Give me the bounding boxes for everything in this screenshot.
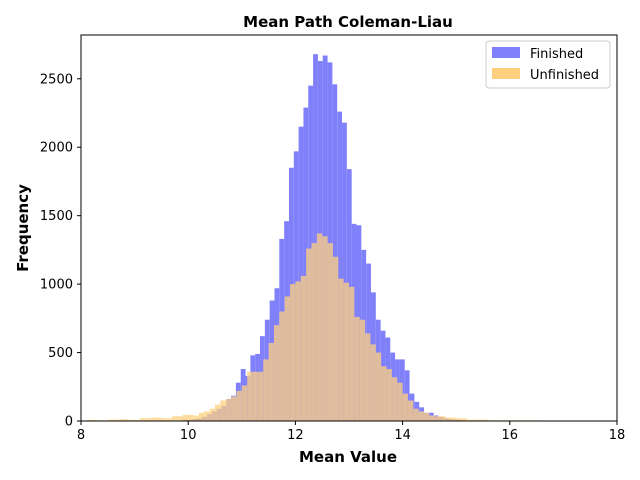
histogram-bar xyxy=(402,393,408,421)
chart-title: Mean Path Coleman-Liau xyxy=(243,13,453,31)
histogram-bar xyxy=(231,396,237,421)
legend-label-unfinished: Unfinished xyxy=(530,68,599,83)
histogram-bar xyxy=(209,408,215,421)
histogram-bar xyxy=(332,84,338,421)
histogram-bar xyxy=(327,243,333,421)
histogram-bar xyxy=(161,418,173,421)
y-tick-label: 1000 xyxy=(40,278,73,293)
y-tick-label: 0 xyxy=(65,415,73,430)
y-axis-title: Frequency xyxy=(14,184,32,272)
histogram-bar xyxy=(279,311,285,421)
histogram-bar xyxy=(429,415,435,421)
histogram-bar xyxy=(313,54,318,421)
plot-area xyxy=(86,54,591,422)
x-tick-label: 14 xyxy=(394,428,411,443)
histogram-bar xyxy=(332,256,339,421)
histogram-bar xyxy=(118,419,130,421)
histogram-bar xyxy=(139,418,151,421)
histogram-bar xyxy=(337,111,343,422)
histogram-bar xyxy=(273,325,280,421)
histogram-bar xyxy=(247,371,253,421)
histogram-bar xyxy=(370,344,376,421)
histogram-bar xyxy=(338,278,344,421)
legend-swatch-unfinished xyxy=(492,68,520,79)
x-tick-label: 16 xyxy=(502,428,519,443)
histogram-bar xyxy=(204,411,210,421)
histogram-bar xyxy=(298,126,304,422)
histogram-bar xyxy=(257,371,264,421)
histogram-bar xyxy=(225,399,232,421)
histogram-bar xyxy=(311,243,317,421)
y-axis: 0 500 1000 1500 2000 2500 xyxy=(40,72,81,430)
x-tick-label: 10 xyxy=(180,428,197,443)
x-axis-title: Mean Value xyxy=(299,448,397,466)
plot-frame xyxy=(80,34,618,422)
histogram-bar xyxy=(252,371,258,421)
histogram-bar xyxy=(375,352,382,421)
histogram-bar xyxy=(268,342,274,421)
histogram-bar xyxy=(241,385,248,421)
histogram-bar xyxy=(182,414,194,421)
histogram-bar xyxy=(129,419,140,421)
legend: Finished Unfinished xyxy=(485,40,611,89)
histogram-bar xyxy=(424,412,430,421)
histogram-bar xyxy=(397,382,403,421)
histogram-bar xyxy=(477,419,489,421)
histogram-bar xyxy=(413,408,419,421)
histogram-bar xyxy=(386,368,392,421)
histogram-bar xyxy=(295,281,301,421)
histogram-bar xyxy=(327,62,333,421)
x-axis: 8 10 12 14 16 18 xyxy=(77,421,625,443)
histogram-bar xyxy=(391,377,398,421)
histogram-bar xyxy=(150,417,162,421)
histogram-bar xyxy=(445,417,457,421)
histogram-bar xyxy=(220,400,226,421)
histogram-bar xyxy=(215,404,221,421)
x-tick-label: 12 xyxy=(287,428,304,443)
histogram-bar xyxy=(418,411,425,421)
histogram-bar xyxy=(300,275,307,421)
histogram-bar xyxy=(322,236,328,421)
histogram-bar xyxy=(365,333,371,421)
histogram-bar xyxy=(359,319,366,421)
histogram-bar xyxy=(86,419,98,421)
histogram-bar xyxy=(236,390,242,421)
y-tick-label: 1500 xyxy=(40,209,73,224)
histogram-bar xyxy=(198,412,205,421)
y-tick-label: 2500 xyxy=(40,72,73,87)
histogram-bar xyxy=(456,418,467,421)
y-tick-label: 2000 xyxy=(40,141,73,156)
histogram-bar xyxy=(107,419,119,421)
histogram-bar xyxy=(466,419,478,421)
histogram-bar xyxy=(306,248,312,421)
histogram-bar xyxy=(407,400,414,421)
histogram-bar xyxy=(193,415,199,421)
legend-label-finished: Finished xyxy=(530,47,583,62)
histogram-bar xyxy=(349,286,355,421)
histogram-bar xyxy=(434,416,446,421)
histogram-bar xyxy=(290,284,296,421)
histogram-bar xyxy=(343,282,349,421)
histogram-bar xyxy=(284,296,291,421)
y-tick-label: 500 xyxy=(48,346,73,361)
histogram-bar xyxy=(172,416,183,421)
histogram-bar xyxy=(354,316,360,421)
x-tick-label: 18 xyxy=(609,428,626,443)
histogram-bar xyxy=(342,122,347,421)
histogram-bar xyxy=(303,107,309,422)
legend-swatch-finished xyxy=(492,47,520,58)
histogram-bar xyxy=(381,366,387,421)
x-tick-label: 8 xyxy=(77,428,85,443)
histogram-bar xyxy=(263,359,269,421)
histogram-bar xyxy=(316,233,323,421)
